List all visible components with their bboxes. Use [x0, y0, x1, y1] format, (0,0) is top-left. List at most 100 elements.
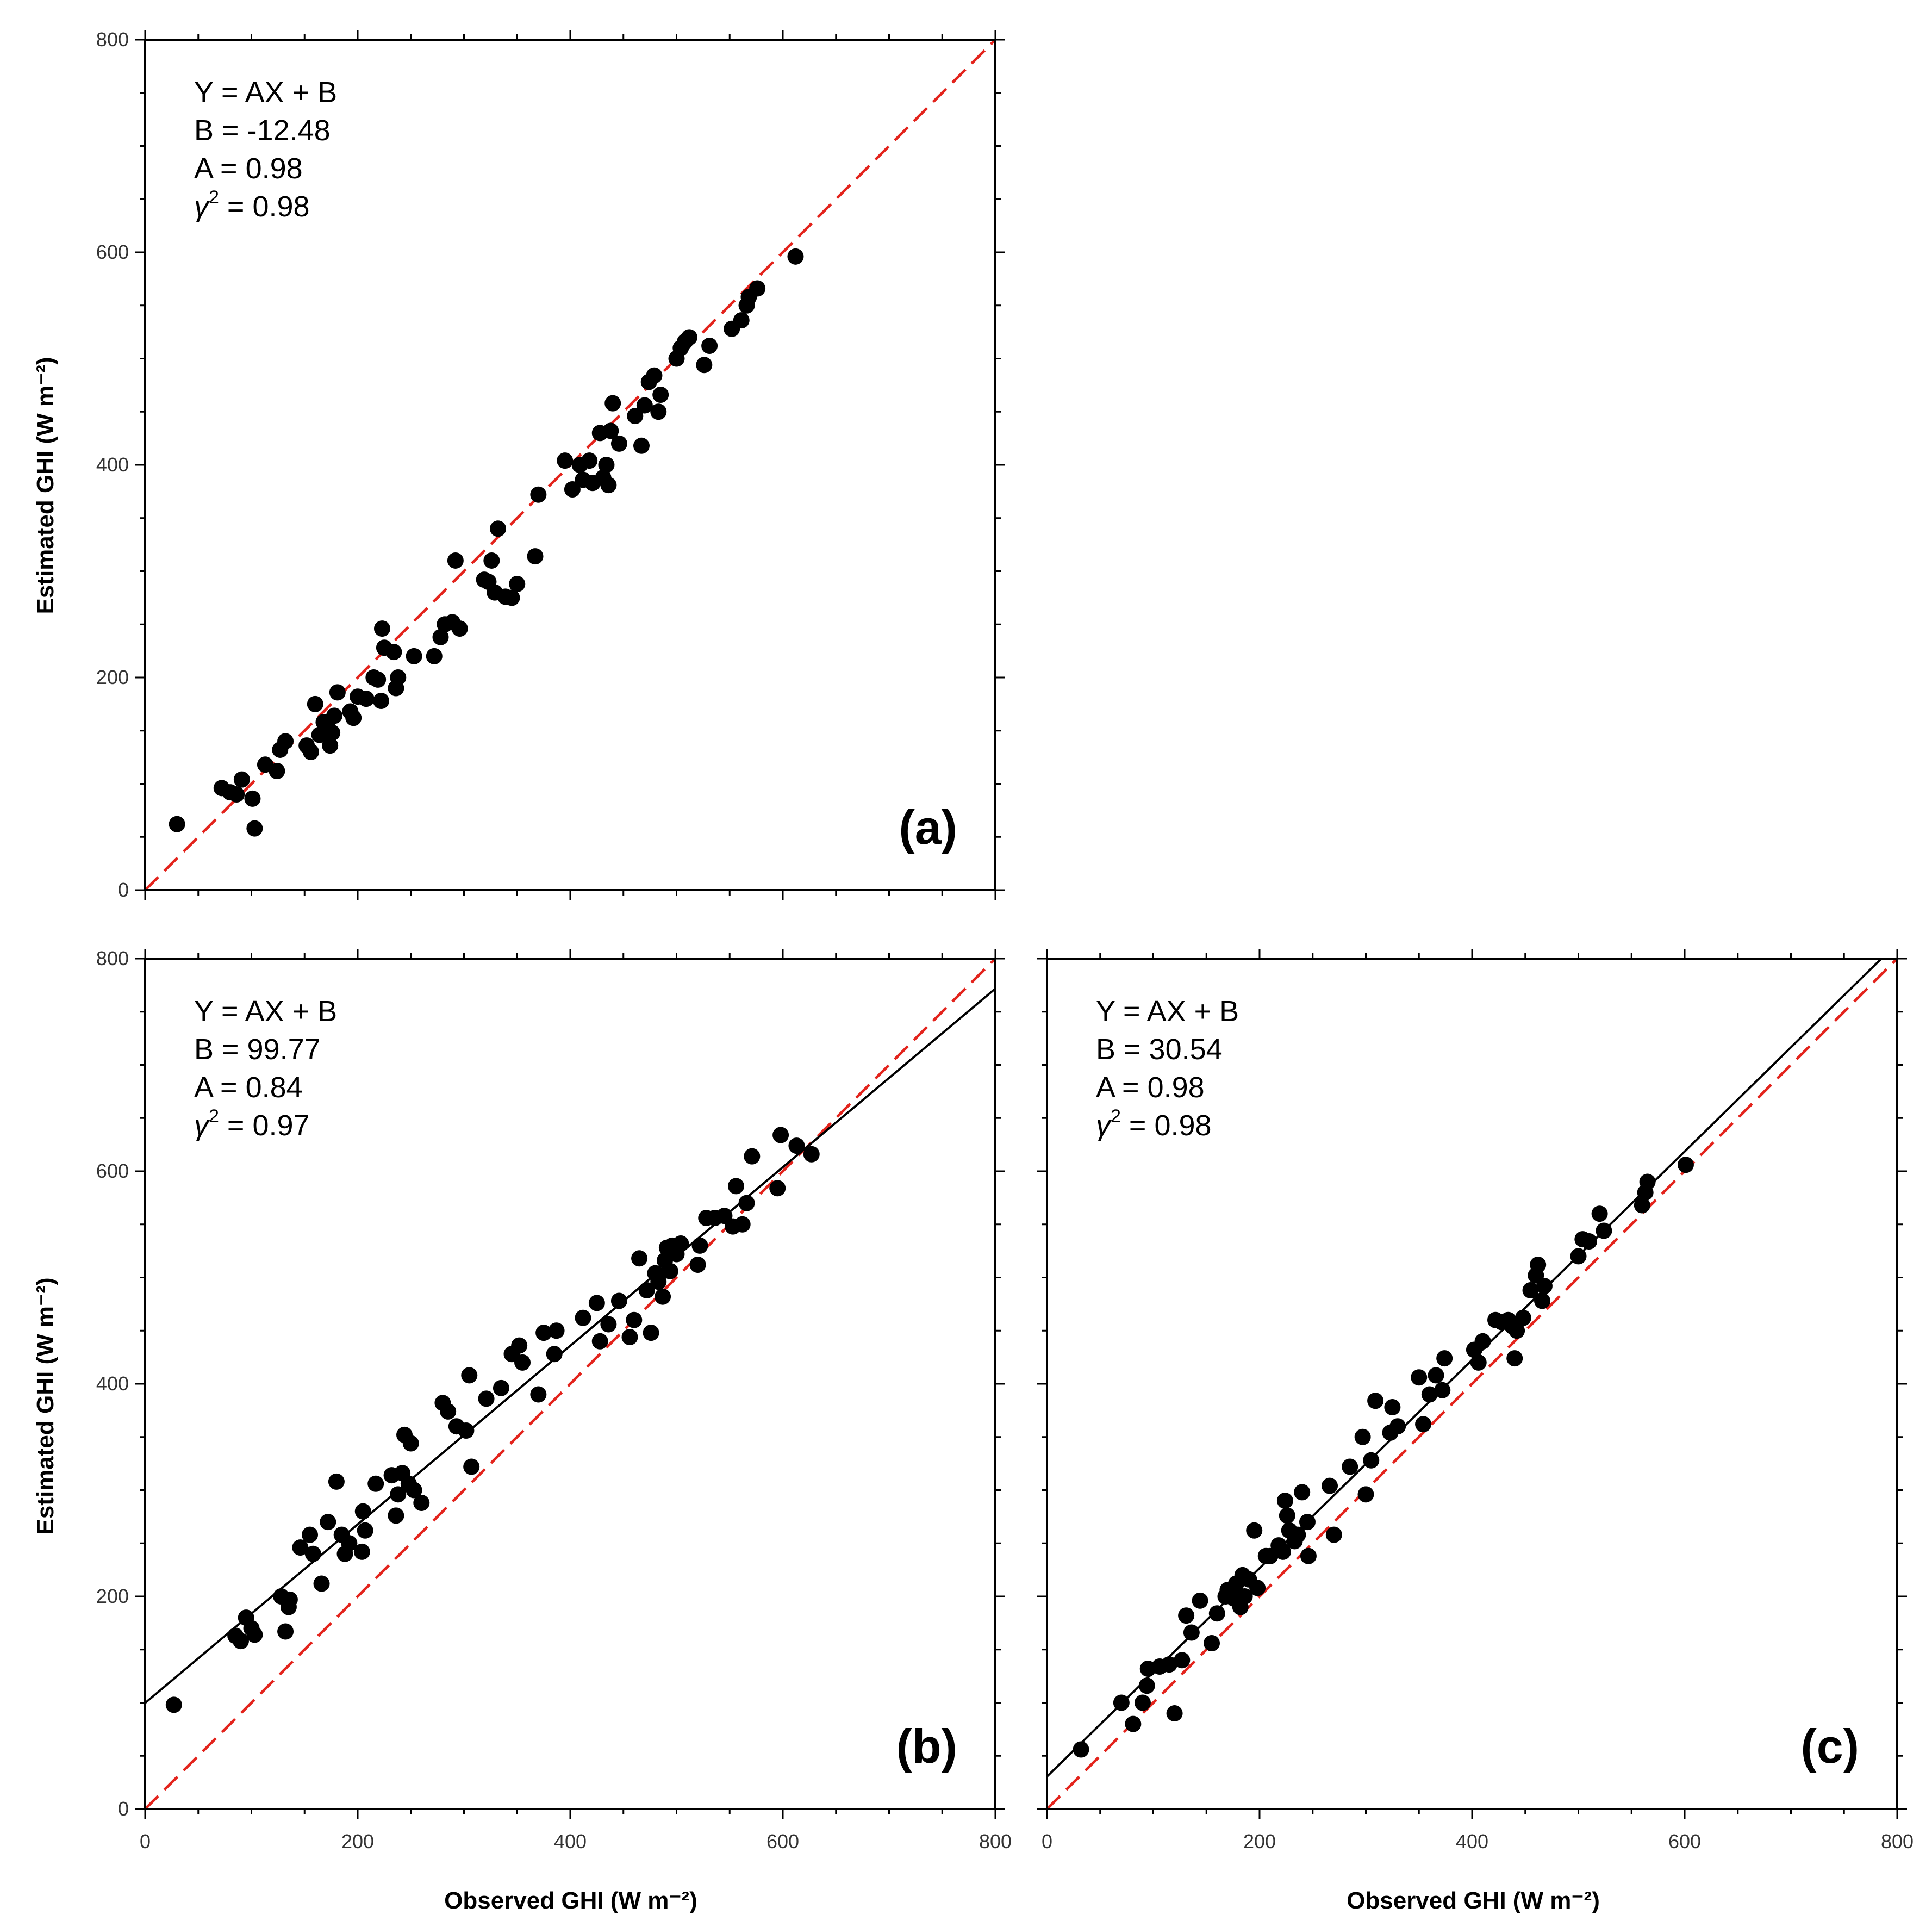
r-squared-symbol: γ — [1096, 1109, 1112, 1142]
data-point — [246, 1626, 263, 1643]
data-point — [509, 575, 526, 592]
data-point — [233, 771, 250, 788]
data-point — [1249, 1580, 1266, 1596]
data-point — [1421, 1386, 1438, 1403]
x-tick-label: 600 — [1668, 1830, 1701, 1853]
data-point — [1300, 1547, 1317, 1564]
data-point — [696, 357, 713, 374]
y-tick-label: 400 — [96, 453, 129, 476]
r-squared-symbol: γ — [194, 1109, 210, 1142]
data-point — [165, 1696, 182, 1713]
data-point — [292, 1539, 309, 1556]
data-point — [1354, 1428, 1371, 1445]
data-point — [320, 1514, 336, 1531]
data-point — [269, 763, 285, 780]
r-squared-line: γ2 = 0.98 — [1096, 1106, 1212, 1142]
data-point — [1591, 1205, 1608, 1222]
data-point — [627, 408, 644, 425]
reference-line — [1047, 959, 1897, 1809]
data-point — [1509, 1322, 1525, 1339]
data-point — [604, 395, 621, 412]
data-point — [358, 691, 375, 707]
data-point — [458, 1422, 475, 1439]
data-point — [402, 1435, 419, 1452]
data-point — [385, 644, 402, 661]
equation-line: Y = AX + B — [194, 76, 337, 109]
data-point — [281, 1591, 298, 1608]
data-point — [530, 486, 547, 503]
data-point — [1515, 1309, 1531, 1326]
data-point — [662, 1263, 678, 1279]
data-point — [1506, 1350, 1523, 1367]
data-point — [388, 1507, 404, 1524]
data-point — [610, 435, 627, 452]
data-point — [1125, 1715, 1142, 1732]
data-point — [1415, 1416, 1432, 1433]
y-tick-label: 200 — [96, 666, 129, 688]
data-point — [557, 452, 574, 469]
data-point — [353, 1543, 370, 1560]
data-point — [1279, 1507, 1295, 1524]
data-point — [277, 1623, 294, 1640]
data-point — [655, 1288, 671, 1305]
equation-line: Y = AX + B — [194, 995, 337, 1028]
data-point — [602, 422, 619, 439]
data-point — [1434, 1382, 1451, 1398]
data-point — [228, 786, 245, 803]
data-point — [461, 1367, 478, 1384]
data-point — [650, 1273, 667, 1290]
data-point — [1289, 1526, 1306, 1543]
data-point — [447, 552, 464, 569]
data-point — [1534, 1292, 1551, 1309]
data-point — [787, 248, 804, 265]
data-point — [1536, 1278, 1553, 1295]
data-point — [390, 1486, 407, 1503]
data-point — [1138, 1677, 1155, 1694]
data-point — [1192, 1592, 1208, 1609]
data-point — [598, 457, 615, 473]
data-point — [638, 1282, 655, 1298]
data-point — [1073, 1741, 1089, 1758]
data-point — [1275, 1543, 1292, 1560]
data-point — [749, 280, 766, 297]
reference-line — [145, 959, 995, 1809]
data-point — [370, 671, 387, 688]
data-point — [530, 1386, 547, 1403]
data-point — [1276, 1493, 1293, 1509]
data-point — [493, 1379, 509, 1396]
data-point — [244, 790, 261, 807]
data-point — [1134, 1694, 1151, 1711]
x-tick-label: 400 — [554, 1830, 587, 1853]
data-point — [701, 338, 718, 355]
data-point — [1470, 1354, 1487, 1371]
data-point — [345, 710, 362, 726]
data-point — [329, 684, 346, 701]
data-point — [357, 1522, 373, 1539]
data-point — [769, 1180, 786, 1197]
data-point — [324, 724, 341, 741]
equation-line: B = 30.54 — [1096, 1033, 1223, 1066]
equation-line: B = 99.77 — [194, 1033, 321, 1066]
y-axis-title-bottom: Estimated GHI (W m⁻²) — [32, 1277, 59, 1534]
r-squared-superscript: 2 — [209, 187, 219, 208]
data-point — [341, 1535, 358, 1552]
data-point — [1183, 1624, 1200, 1641]
plot-frame — [1046, 958, 1898, 1810]
y-axis-title-top: Estimated GHI (W m⁻²) — [32, 357, 59, 614]
panel-c: 0 200 400 600 800 Y = AX + B B = 30.54 A = 0.98… — [1037, 949, 1914, 1853]
data-point — [1384, 1399, 1401, 1416]
data-point — [621, 1328, 638, 1345]
r-squared-line: γ2 = 0.98 — [194, 187, 310, 223]
r-squared-superscript: 2 — [1111, 1106, 1121, 1127]
data-point — [1581, 1233, 1598, 1250]
r-squared-superscript: 2 — [209, 1106, 219, 1127]
plot-frame — [144, 39, 996, 891]
data-point — [734, 1216, 751, 1233]
data-point — [803, 1146, 820, 1163]
data-point — [490, 520, 507, 537]
data-point — [246, 820, 263, 837]
data-point — [636, 397, 653, 414]
data-point — [373, 693, 390, 710]
data-point — [302, 743, 319, 760]
data-point — [1204, 1635, 1220, 1652]
